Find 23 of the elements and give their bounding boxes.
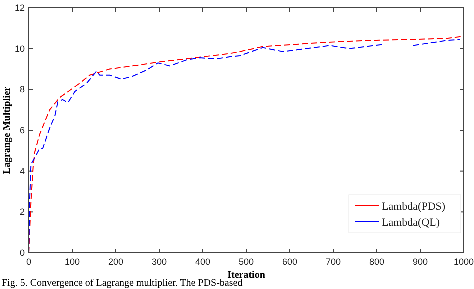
x-tick-label: 0	[26, 257, 32, 267]
x-tick-label: 500	[238, 257, 254, 267]
y-tick-label: 2	[20, 207, 25, 218]
legend-label: Lambda(PDS)	[382, 201, 446, 213]
x-axis-title: Iteration	[228, 270, 266, 281]
x-tick-label: 1000	[454, 257, 474, 267]
x-tick-label: 600	[282, 257, 298, 267]
y-axis-title: Lagrange Multiplier	[2, 86, 13, 174]
y-tick-label: 6	[20, 126, 25, 136]
y-tick-label: 0	[20, 248, 25, 258]
x-tick-label: 900	[412, 257, 428, 267]
x-tick-label: 200	[108, 257, 124, 267]
caption: Fig. 5. Convergence of Lagrange multiplier. The PDS-based	[2, 278, 243, 289]
x-tick-label: 400	[195, 257, 211, 267]
y-tick-label: 10	[14, 44, 25, 54]
x-tick-label: 300	[152, 257, 168, 267]
legend-label: Lambda(QL)	[382, 217, 440, 229]
x-tick-label: 100	[64, 257, 80, 267]
x-tick-label: 800	[369, 257, 385, 267]
y-tick-label: 12	[14, 3, 25, 13]
y-tick-label: 8	[20, 84, 25, 95]
y-tick-label: 4	[20, 166, 25, 176]
x-tick-label: 700	[326, 257, 342, 267]
